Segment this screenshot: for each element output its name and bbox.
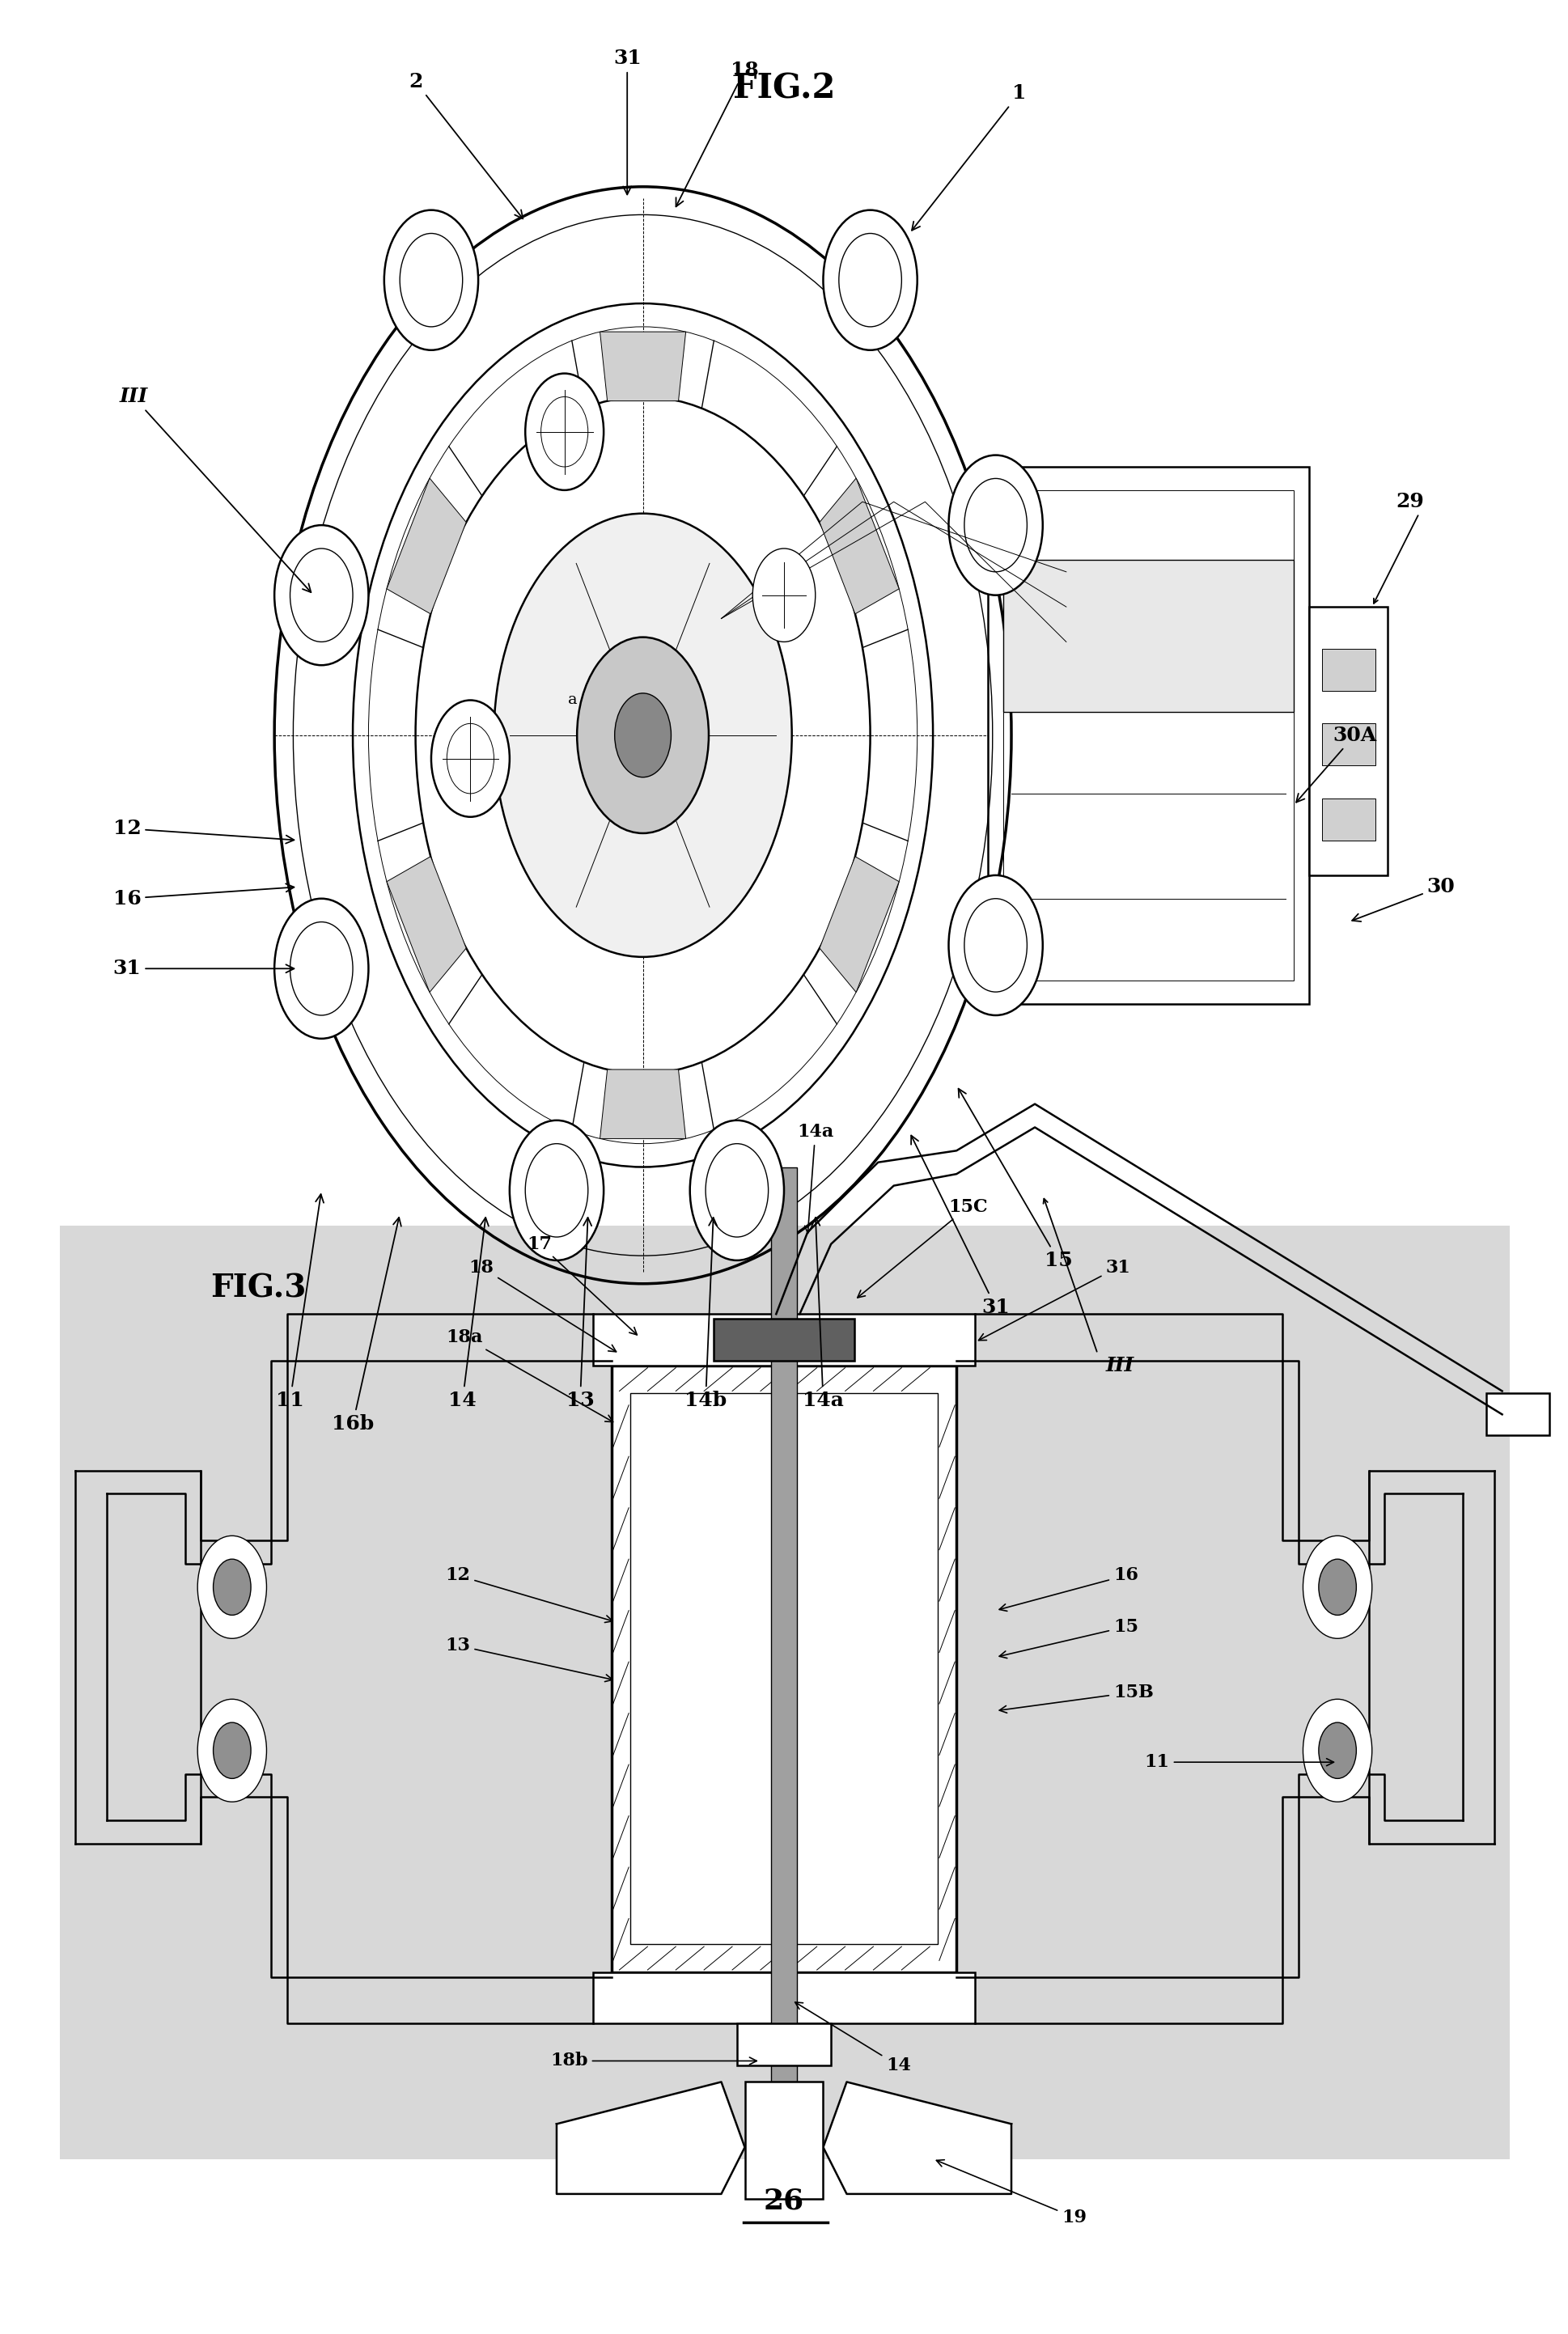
Polygon shape <box>823 2082 1011 2194</box>
Circle shape <box>198 1699 267 1802</box>
Circle shape <box>964 478 1027 572</box>
Bar <box>737 2024 831 2066</box>
Circle shape <box>525 373 604 490</box>
Text: 31: 31 <box>911 1134 1010 1316</box>
Text: FIG.3: FIG.3 <box>210 1272 307 1305</box>
Circle shape <box>949 455 1043 595</box>
Circle shape <box>510 1120 604 1260</box>
Circle shape <box>690 1120 784 1260</box>
Text: 15B: 15B <box>999 1683 1154 1713</box>
Polygon shape <box>601 331 685 401</box>
Text: 14a: 14a <box>803 1218 844 1410</box>
Text: 2: 2 <box>409 72 522 219</box>
Circle shape <box>1303 1699 1372 1802</box>
Text: 13: 13 <box>566 1218 594 1410</box>
Circle shape <box>274 525 368 665</box>
Circle shape <box>753 548 815 642</box>
Text: 11: 11 <box>1145 1753 1334 1772</box>
Text: 1: 1 <box>913 84 1025 231</box>
Bar <box>593 1972 975 2024</box>
Text: 31: 31 <box>613 49 641 194</box>
Text: 15: 15 <box>958 1088 1073 1270</box>
Text: 15C: 15C <box>858 1197 988 1298</box>
Text: 14: 14 <box>795 2003 911 2075</box>
Polygon shape <box>601 1069 685 1139</box>
Circle shape <box>213 1559 251 1615</box>
Text: a: a <box>568 693 577 707</box>
Text: III: III <box>1105 1356 1134 1375</box>
Polygon shape <box>820 478 898 614</box>
Text: 16: 16 <box>113 885 295 908</box>
Text: 18: 18 <box>469 1258 616 1351</box>
Bar <box>1322 798 1375 840</box>
Text: 18b: 18b <box>550 2052 757 2070</box>
Bar <box>612 1365 956 1972</box>
Text: 15: 15 <box>999 1617 1138 1657</box>
Bar <box>1004 490 1294 980</box>
Circle shape <box>400 233 463 327</box>
Bar <box>1004 560 1294 712</box>
Polygon shape <box>387 478 466 614</box>
Circle shape <box>525 1144 588 1237</box>
Text: 19: 19 <box>936 2159 1087 2227</box>
Text: FIG.2: FIG.2 <box>732 72 836 105</box>
Text: 11: 11 <box>276 1195 323 1410</box>
Text: 18a: 18a <box>447 1328 613 1421</box>
Text: 16: 16 <box>999 1566 1138 1610</box>
Text: 30: 30 <box>1352 878 1455 922</box>
Bar <box>988 467 1309 1004</box>
Bar <box>713 1319 855 1361</box>
Text: 31: 31 <box>978 1258 1131 1340</box>
Text: 14: 14 <box>448 1218 489 1410</box>
Circle shape <box>964 899 1027 992</box>
Circle shape <box>213 1722 251 1779</box>
Text: 16b: 16b <box>332 1218 401 1433</box>
Text: 31: 31 <box>113 959 295 978</box>
Circle shape <box>1319 1722 1356 1779</box>
Circle shape <box>290 922 353 1015</box>
Circle shape <box>823 210 917 350</box>
Text: 26: 26 <box>764 2187 804 2215</box>
Circle shape <box>839 233 902 327</box>
Text: 14a: 14a <box>797 1123 834 1232</box>
Circle shape <box>274 899 368 1039</box>
Circle shape <box>1319 1559 1356 1615</box>
Text: 13: 13 <box>445 1636 613 1680</box>
Text: 12: 12 <box>445 1566 613 1622</box>
Circle shape <box>384 210 478 350</box>
Bar <box>1486 1393 1549 1435</box>
Circle shape <box>615 693 671 777</box>
Bar <box>60 1225 1510 2159</box>
Polygon shape <box>557 2082 745 2194</box>
Polygon shape <box>387 857 466 992</box>
Text: 12: 12 <box>113 819 295 843</box>
Bar <box>630 1393 938 1944</box>
Bar <box>771 1167 797 2171</box>
Bar <box>1309 607 1388 875</box>
Text: 30A: 30A <box>1297 726 1377 803</box>
Text: III: III <box>119 387 310 593</box>
Text: 29: 29 <box>1396 492 1424 511</box>
Bar <box>593 1314 975 1365</box>
Text: 14b: 14b <box>685 1218 726 1410</box>
Circle shape <box>198 1536 267 1638</box>
Circle shape <box>1303 1536 1372 1638</box>
Circle shape <box>494 513 792 957</box>
Polygon shape <box>820 857 898 992</box>
Circle shape <box>431 700 510 817</box>
Circle shape <box>577 637 709 833</box>
Text: 18: 18 <box>676 61 759 208</box>
Circle shape <box>290 548 353 642</box>
Bar <box>1322 724 1375 766</box>
Circle shape <box>706 1144 768 1237</box>
Text: 17: 17 <box>527 1235 637 1335</box>
Circle shape <box>949 875 1043 1015</box>
Bar <box>745 2082 823 2199</box>
Bar <box>1322 649 1375 691</box>
